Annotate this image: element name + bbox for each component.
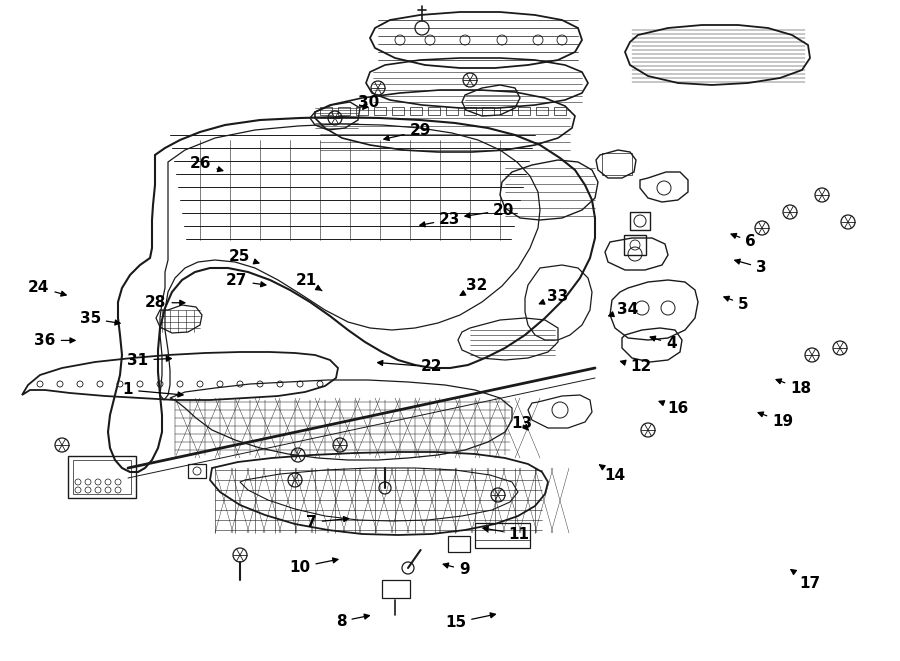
Text: 17: 17 — [791, 570, 820, 590]
Text: 25: 25 — [229, 249, 259, 264]
Bar — [73, 460, 131, 494]
Bar — [518, 107, 530, 115]
Text: 12: 12 — [620, 360, 652, 374]
Bar — [68, 456, 136, 498]
Text: 13: 13 — [511, 416, 532, 430]
Text: 32: 32 — [460, 278, 488, 295]
Text: 18: 18 — [776, 379, 811, 396]
Bar — [382, 580, 410, 598]
Bar — [374, 107, 386, 115]
Bar — [356, 107, 368, 115]
Text: 22: 22 — [378, 360, 443, 374]
Bar — [482, 107, 494, 115]
Bar — [500, 107, 512, 115]
Bar — [448, 536, 470, 552]
Text: 36: 36 — [34, 333, 75, 348]
Text: 30: 30 — [358, 95, 380, 110]
Text: 8: 8 — [336, 614, 369, 629]
Bar — [392, 107, 404, 115]
Text: 4: 4 — [650, 336, 677, 351]
Bar — [475, 523, 530, 548]
Bar — [410, 107, 422, 115]
Text: 29: 29 — [384, 124, 431, 141]
Text: 7: 7 — [306, 515, 348, 529]
Bar — [630, 212, 650, 230]
Text: 1: 1 — [122, 383, 183, 397]
Text: 3: 3 — [734, 259, 767, 275]
Bar — [602, 153, 632, 175]
Text: 33: 33 — [539, 289, 569, 304]
Bar — [188, 464, 206, 478]
Text: 10: 10 — [290, 558, 338, 574]
Bar — [464, 107, 476, 115]
Bar — [320, 107, 332, 115]
Text: 6: 6 — [731, 233, 756, 249]
Text: 14: 14 — [599, 465, 625, 483]
Text: 27: 27 — [226, 274, 266, 288]
Bar — [446, 107, 458, 115]
Bar — [554, 107, 566, 115]
Text: 15: 15 — [446, 613, 495, 630]
Bar — [428, 107, 440, 115]
Text: 24: 24 — [28, 280, 67, 296]
Text: 21: 21 — [295, 274, 322, 291]
Text: 34: 34 — [608, 302, 638, 317]
Text: 11: 11 — [483, 527, 529, 541]
Text: 16: 16 — [659, 401, 689, 416]
Text: 9: 9 — [443, 563, 470, 577]
Bar — [536, 107, 548, 115]
Text: 35: 35 — [79, 311, 120, 326]
Text: 26: 26 — [190, 157, 223, 172]
Text: 20: 20 — [465, 203, 515, 218]
Text: 28: 28 — [145, 295, 184, 310]
Bar — [624, 235, 646, 255]
Text: 5: 5 — [724, 296, 749, 311]
Text: 19: 19 — [758, 412, 793, 429]
Text: 31: 31 — [128, 353, 171, 368]
Bar — [338, 107, 350, 115]
Text: 23: 23 — [420, 212, 461, 227]
